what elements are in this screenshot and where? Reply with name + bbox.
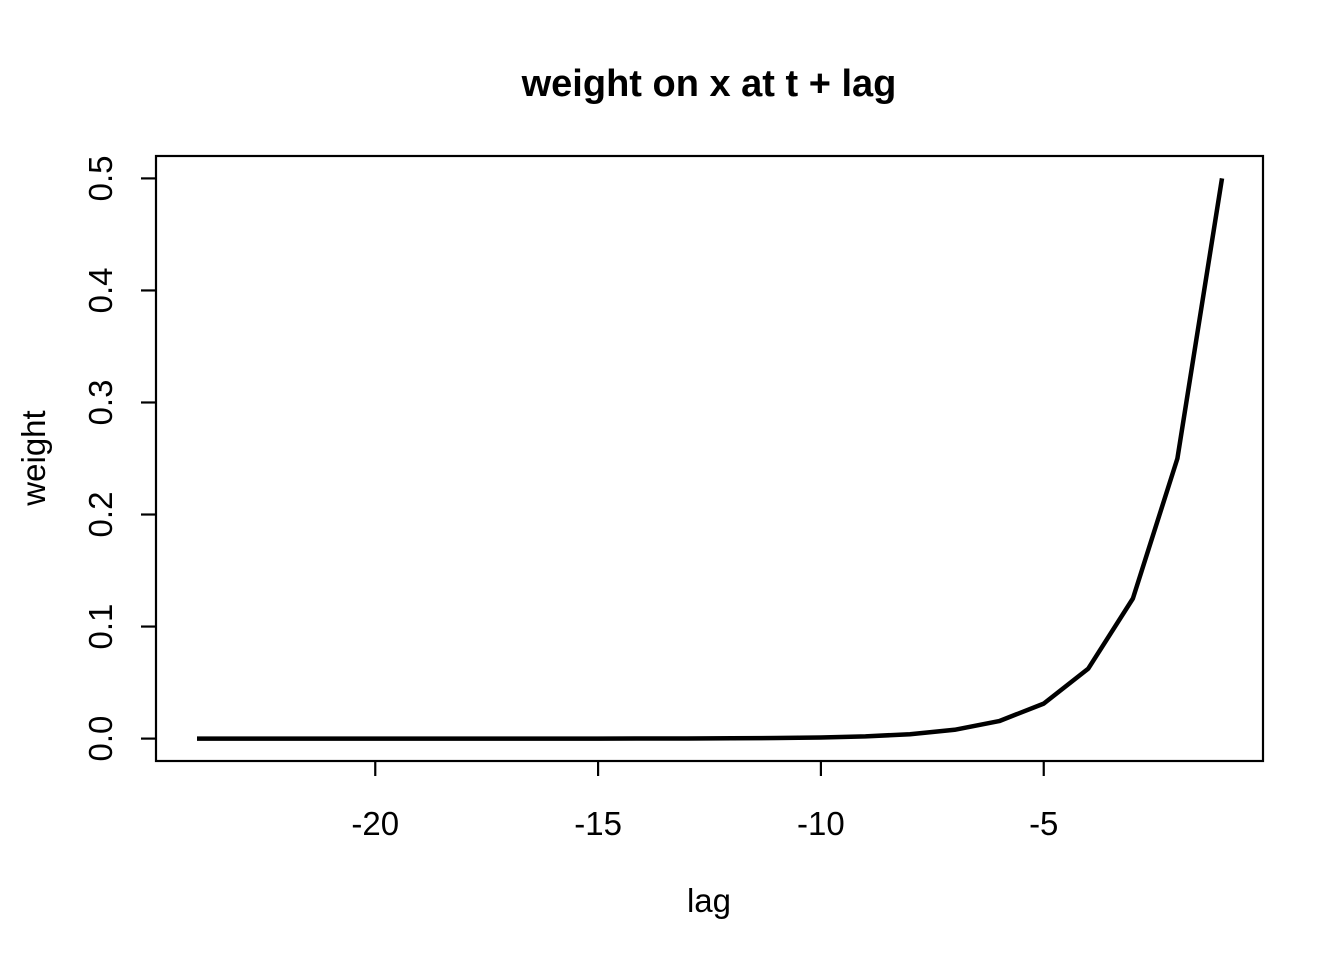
y-tick-label: 0.2 <box>82 492 119 538</box>
plot-box <box>154 154 1265 763</box>
plot-area: -20 -15 -10 -5 0.0 0.1 0.2 0.3 0.4 0.5 <box>82 154 1265 842</box>
x-tick-label: -10 <box>797 805 845 842</box>
chart-title: weight on x at t + lag <box>521 63 897 105</box>
x-tick-label: -20 <box>351 805 399 842</box>
y-tick-label: 0.0 <box>82 716 119 762</box>
y-tick-label: 0.4 <box>82 268 119 314</box>
y-tick-label: 0.1 <box>82 604 119 650</box>
x-axis-label: lag <box>687 882 731 919</box>
weight-line <box>197 178 1225 741</box>
y-tick-label: 0.5 <box>82 155 119 201</box>
x-tick-label: -5 <box>1029 805 1058 842</box>
y-axis-label: weight <box>15 410 52 506</box>
y-tick-label: 0.3 <box>82 380 119 426</box>
x-tick-label: -15 <box>574 805 622 842</box>
